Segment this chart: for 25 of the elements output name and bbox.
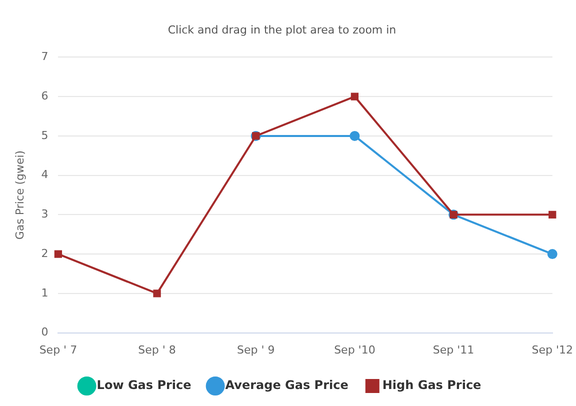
y-tick-label: 1 <box>41 286 48 300</box>
point <box>350 92 359 100</box>
point <box>54 250 62 258</box>
y-tick-label: 6 <box>41 89 48 102</box>
x-tick-label: Sep '10 <box>334 343 376 356</box>
y-axis-title: Gas Price (gwei) <box>13 150 26 240</box>
legend-label: Low Gas Price <box>96 378 192 392</box>
y-tick-label: 2 <box>41 246 48 260</box>
point <box>350 130 360 141</box>
y-tick-label: 5 <box>41 128 48 142</box>
point <box>547 249 558 260</box>
point <box>153 290 161 298</box>
y-tick-label: 4 <box>41 168 48 182</box>
x-tick-label: Sep '12 <box>532 343 573 356</box>
x-tick-label: Sep ' 7 <box>39 343 78 356</box>
x-tick-label: Sep ' 8 <box>138 343 176 356</box>
y-tick-label: 0 <box>41 326 48 339</box>
y-tick-label: 7 <box>41 50 48 64</box>
legend-label: Average Gas Price <box>225 378 348 392</box>
x-tick-label: Sep ' 9 <box>236 343 275 356</box>
chart-subtitle: Click and drag in the plot area to zoom in <box>168 23 396 36</box>
point <box>548 210 556 219</box>
y-tick-label: 3 <box>41 208 48 221</box>
x-tick-label: Sep '11 <box>432 343 474 356</box>
legend-label: High Gas Price <box>382 378 482 392</box>
